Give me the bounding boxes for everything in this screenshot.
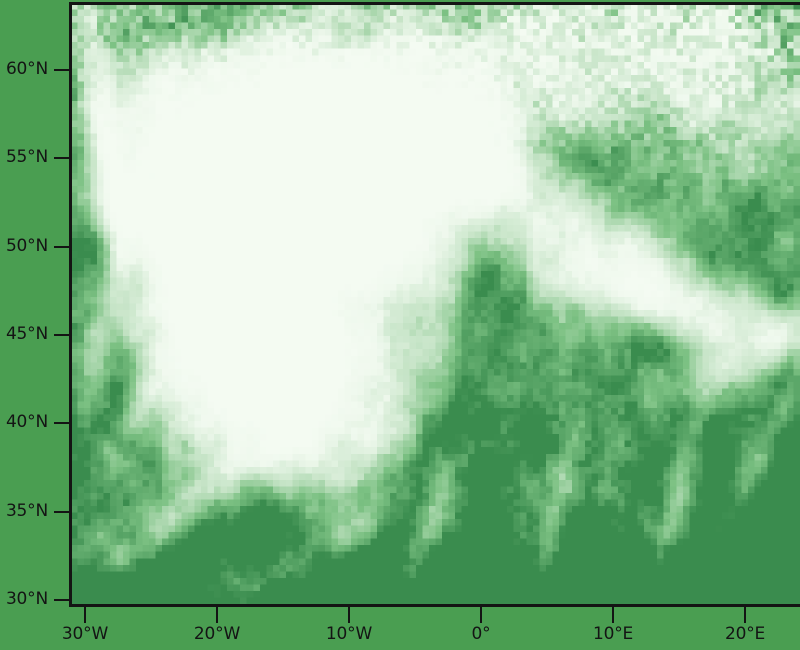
x-tick-mark <box>84 607 86 623</box>
y-tick-label: 45°N <box>5 324 48 344</box>
y-tick-label: 60°N <box>5 59 48 79</box>
y-tick-mark <box>54 511 70 513</box>
x-tick-label: 10°W <box>325 624 373 644</box>
y-tick-label: 35°N <box>5 501 48 521</box>
map-plot-area <box>71 3 800 604</box>
axis-frame-left <box>69 2 72 607</box>
raster-data-layer <box>71 3 800 604</box>
axis-frame-top <box>71 2 800 5</box>
x-tick-mark <box>216 607 218 623</box>
y-tick-mark <box>54 69 70 71</box>
y-tick-label: 55°N <box>5 147 48 167</box>
x-tick-label: 20°W <box>193 624 241 644</box>
x-tick-label: 30°W <box>61 624 109 644</box>
axis-frame-bottom <box>69 604 800 607</box>
y-tick-mark <box>54 246 70 248</box>
x-tick-label: 20°E <box>724 624 766 644</box>
x-tick-label: 0° <box>471 624 491 644</box>
x-tick-mark <box>480 607 482 623</box>
x-tick-mark <box>744 607 746 623</box>
y-tick-mark <box>54 157 70 159</box>
y-tick-label: 40°N <box>5 412 48 432</box>
x-tick-mark <box>612 607 614 623</box>
y-tick-mark <box>54 422 70 424</box>
x-tick-mark <box>348 607 350 623</box>
x-tick-label: 10°E <box>592 624 634 644</box>
y-tick-label: 50°N <box>5 236 48 256</box>
y-tick-mark <box>54 334 70 336</box>
y-tick-mark <box>54 599 70 601</box>
y-tick-label: 30°N <box>5 589 48 609</box>
